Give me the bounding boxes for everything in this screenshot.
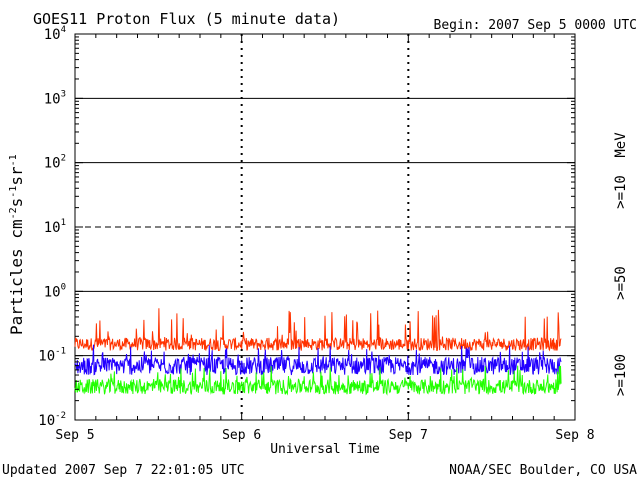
x-tick-label: Sep 6 [222, 428, 261, 443]
credit-text: NOAA/SEC Boulder, CO USA [449, 463, 637, 478]
chart-title: GOES11 Proton Flux (5 minute data) [33, 10, 340, 28]
series-line-1 [74, 344, 562, 376]
grid [75, 34, 575, 420]
legend-series-100mev: >=100 [613, 354, 629, 396]
x-tick-label: Sep 5 [55, 428, 94, 443]
updated-timestamp: Updated 2007 Sep 7 22:01:05 UTC [2, 463, 245, 478]
y-tick-label: 103 [44, 89, 66, 107]
x-tick-label: Sep 7 [389, 428, 428, 443]
y-tick-label: 101 [44, 218, 66, 236]
legend-unit: MeV [613, 132, 629, 158]
x-axis-ticks: Sep 5 Sep 6 Sep 7 Sep 8 [55, 34, 595, 443]
legend-series-50mev: >=50 [613, 266, 629, 300]
y-axis-ticks: 10-2 10-1 100 101 102 103 104 [38, 25, 575, 429]
y-tick-label: 100 [44, 282, 66, 300]
y-tick-label: 102 [44, 154, 66, 172]
x-axis-label: Universal Time [270, 442, 380, 457]
legend-series-10mev: >=10 [613, 175, 629, 209]
begin-date: Begin: 2007 Sep 5 0000 UTC [434, 18, 638, 33]
series-line-0 [74, 308, 562, 352]
y-axis-label: Particles cm-2s-1sr-1 [7, 154, 26, 335]
series-layer [74, 308, 562, 396]
y-tick-label: 10-1 [38, 347, 66, 365]
y-tick-label: 10-2 [38, 411, 66, 429]
y-tick-label: 104 [44, 25, 66, 43]
x-tick-label: Sep 8 [555, 428, 594, 443]
series-line-2 [74, 365, 562, 396]
